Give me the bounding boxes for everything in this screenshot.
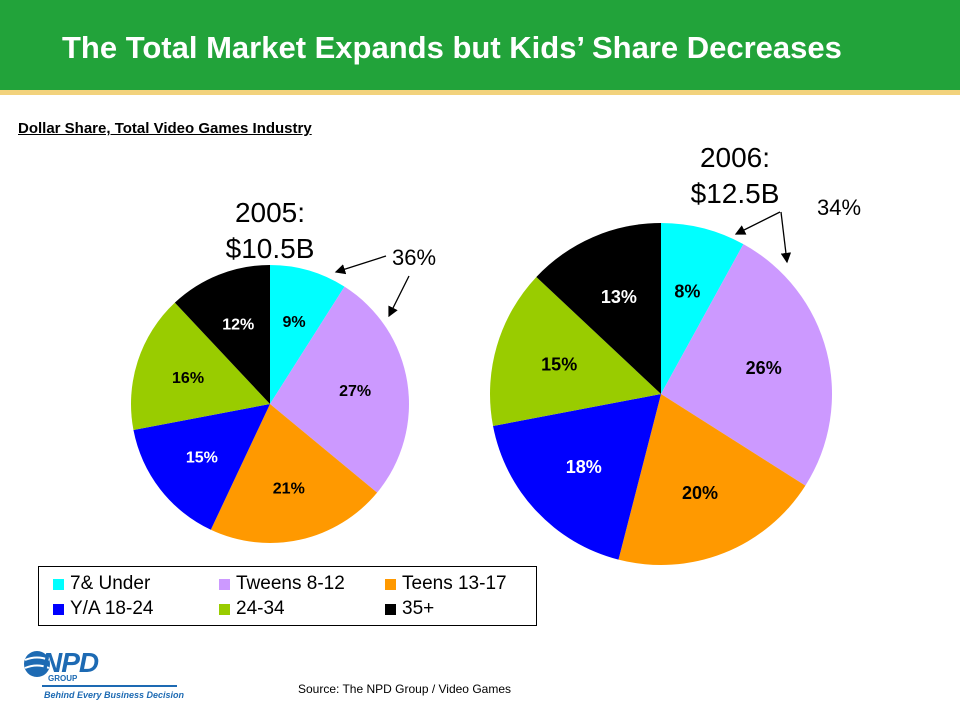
pie-2005-arrow-2 (388, 275, 410, 318)
pie-slice-24-34 (130, 302, 270, 431)
pie-slice-tweens-8-12 (270, 286, 409, 493)
pie-2006-arrow-1 (734, 211, 781, 235)
pie-slice-y-a-18-24 (493, 394, 661, 560)
npd-logo-rule (42, 685, 177, 687)
page-title: The Total Market Expands but Kids’ Share… (62, 30, 842, 65)
pie-slice-tweens-8-12 (661, 244, 833, 486)
legend-label: Tweens 8-12 (236, 573, 345, 594)
pie-slice-label-35-plus: 12% (222, 316, 254, 333)
pie-slice-label-y-a-18-24: 15% (186, 449, 218, 466)
legend-item-teens: Teens 13-17 (385, 573, 507, 595)
pie-2006: 8% 26% 20% 18% 15% 13% (490, 223, 833, 566)
pie-2006-annotation: 34% (817, 195, 862, 220)
legend-swatch (385, 578, 396, 590)
pie-2006-arrow-2 (780, 211, 792, 264)
pie-2006-total: $12.5B (690, 178, 780, 209)
source-note: Source: The NPD Group / Video Games (298, 682, 511, 696)
pie-slice-y-a-18-24 (133, 404, 270, 530)
pie-2005: 9% 27% 21% 15% 16% 12% (130, 265, 409, 543)
legend-item-tweens: Tweens 8-12 (219, 573, 345, 595)
npd-wordmark: NPD (42, 647, 99, 678)
pie-slice-teens-13-17 (210, 404, 378, 543)
pie-slice-label-tweens-8-12: 26% (746, 358, 782, 378)
legend: 7& Under Tweens 8-12 Teens 13-17 Y/A 18-… (38, 566, 537, 626)
pie-2005-year: 2005: (234, 197, 306, 228)
legend-item-24-34: 24-34 (219, 598, 285, 620)
legend-label: Y/A 18-24 (70, 598, 154, 619)
npd-globe-icon (24, 651, 50, 677)
legend-swatch (219, 578, 230, 590)
pie-slice-35-plus (536, 223, 661, 394)
pie-2005-annotation: 36% (392, 245, 437, 270)
legend-swatch (53, 578, 64, 590)
legend-item-35-plus: 35+ (385, 598, 434, 620)
pie-slice-label-teens-13-17: 21% (273, 481, 305, 498)
pie-slice-24-34 (490, 276, 661, 427)
chart-subtitle: Dollar Share, Total Video Games Industry (18, 120, 312, 137)
pie-2005-total: $10.5B (225, 233, 315, 264)
pie-2006-title: 2006: $12.5B (665, 140, 805, 212)
pie-slice-7-and-under (270, 265, 345, 404)
legend-label: 35+ (402, 598, 435, 619)
legend-item-7-and-under: 7& Under (53, 573, 150, 595)
header-bar (0, 0, 960, 90)
pie-2005-title: 2005: $10.5B (200, 195, 340, 267)
npd-tagline: Behind Every Business Decision (44, 690, 185, 700)
pie-slice-label-7-and-under: 8% (674, 282, 700, 302)
legend-swatch (219, 603, 230, 615)
legend-label: 24-34 (236, 598, 285, 619)
npd-logo: NPD GROUP Behind Every Business Decision (22, 645, 185, 705)
pie-2006-year: 2006: (699, 142, 771, 173)
legend-label: 7& Under (70, 573, 151, 594)
npd-group-text: GROUP (48, 674, 78, 683)
pie-slice-7-and-under (661, 223, 744, 394)
pie-slice-teens-13-17 (618, 394, 806, 566)
pie-slice-label-y-a-18-24: 18% (566, 457, 602, 477)
pie-slice-label-tweens-8-12: 27% (339, 383, 371, 400)
pie-slice-label-teens-13-17: 20% (682, 483, 718, 503)
header-rule (0, 90, 960, 95)
pie-slice-35-plus (174, 265, 270, 404)
pie-slice-label-7-and-under: 9% (282, 314, 305, 331)
legend-swatch (385, 603, 396, 615)
pie-slice-label-35-plus: 13% (601, 287, 637, 307)
legend-label: Teens 13-17 (402, 573, 507, 594)
legend-swatch (53, 603, 64, 615)
pie-slice-label-24-34: 15% (541, 355, 577, 375)
pie-2005-arrow-1 (334, 255, 387, 275)
pie-slice-label-24-34: 16% (172, 370, 204, 387)
legend-item-young-adult: Y/A 18-24 (53, 598, 153, 620)
